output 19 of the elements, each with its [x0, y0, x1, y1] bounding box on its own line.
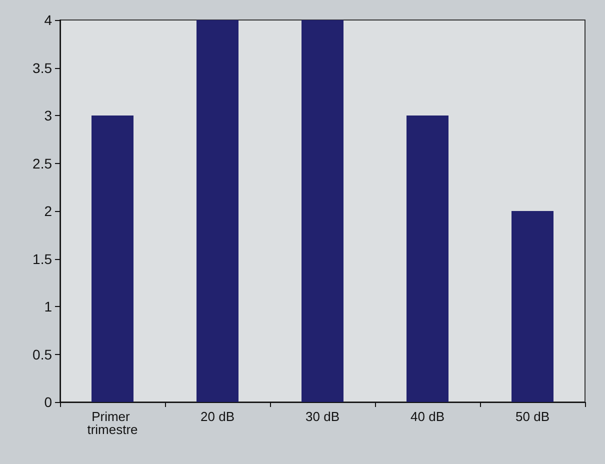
x-tick-label: 30 dB [306, 409, 340, 424]
bar [302, 20, 344, 402]
bar [512, 211, 554, 402]
y-tick-label: 1.5 [32, 250, 52, 267]
y-tick-label: 4 [44, 12, 52, 28]
bar [406, 116, 448, 402]
bar [196, 20, 238, 402]
x-tick-label: Primer trimestre [87, 409, 138, 437]
x-tick-label: 50 dB [516, 409, 550, 424]
x-tick-label: 40 dB [410, 409, 444, 424]
y-tick-label: 3 [44, 108, 52, 124]
y-tick-label: 0.5 [32, 346, 52, 362]
y-tick-label: 0 [44, 394, 52, 410]
bar [92, 116, 134, 402]
y-tick-label: 2 [44, 203, 52, 219]
x-tick-label: 20 dB [200, 409, 234, 424]
y-tick-label: 2.5 [32, 155, 52, 172]
y-tick-label: 1 [44, 298, 52, 314]
y-tick-label: 3.5 [32, 60, 52, 76]
